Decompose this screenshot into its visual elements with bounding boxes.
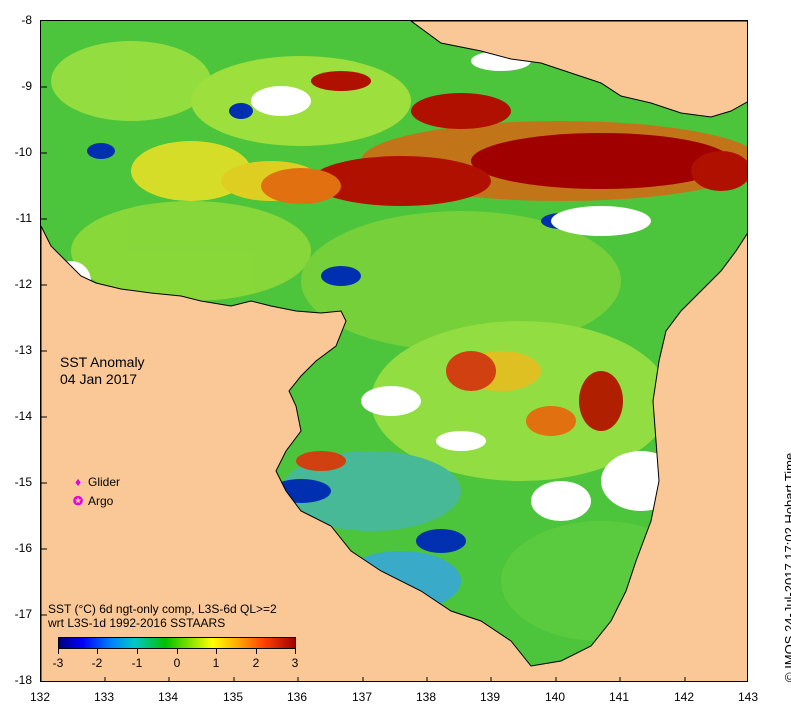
y-tick-label: -9 bbox=[21, 79, 32, 93]
x-tick-label: 136 bbox=[286, 690, 308, 704]
colorbar-tick-mark bbox=[216, 649, 217, 654]
y-tick-label: -15 bbox=[14, 475, 32, 489]
x-tick-label: 137 bbox=[351, 690, 373, 704]
x-tick-label: 139 bbox=[479, 690, 501, 704]
x-tick-label: 142 bbox=[673, 690, 695, 704]
x-tick-label: 133 bbox=[93, 690, 115, 704]
colorbar-caption-line2: wrt L3S-1d 1992-2016 SSTAARS bbox=[48, 616, 226, 630]
circle-star-icon: ✪ bbox=[72, 494, 84, 508]
y-tick-label: -17 bbox=[14, 607, 32, 621]
colorbar-tick-label: 2 bbox=[252, 656, 260, 670]
colorbar-tick-mark bbox=[295, 649, 296, 654]
colorbar-tick-label: -3 bbox=[52, 656, 64, 670]
land-cape-york bbox=[41, 225, 747, 681]
colorbar-tick-mark bbox=[137, 649, 138, 654]
colorbar-caption-line1: SST (°C) 6d ngt-only comp, L3S-6d QL>=2 bbox=[48, 602, 277, 616]
colorbar-tick-mark bbox=[256, 649, 257, 654]
colorbar-tick-label: 1 bbox=[212, 656, 220, 670]
x-tick-label: 140 bbox=[544, 690, 566, 704]
legend-argo: ✪ Argo bbox=[72, 494, 113, 508]
diamond-icon: ♦ bbox=[74, 475, 82, 489]
grid-ticks bbox=[41, 86, 686, 681]
y-tick-label: -13 bbox=[14, 343, 32, 357]
colorbar-tick-label: 3 bbox=[291, 656, 299, 670]
x-tick-label: 143 bbox=[737, 690, 759, 704]
map-title: SST Anomaly 04 Jan 2017 bbox=[60, 354, 145, 388]
legend-argo-label: Argo bbox=[88, 494, 114, 508]
sst-anomaly-map bbox=[41, 21, 747, 681]
x-tick-label: 134 bbox=[157, 690, 179, 704]
map-frame bbox=[40, 20, 748, 682]
warm-anomaly-band bbox=[261, 71, 747, 471]
colorbar-tick-label: -2 bbox=[91, 656, 103, 670]
imos-credit: © IMOS 24-Jul-2017 17:02 Hobart Time bbox=[782, 452, 791, 682]
colorbar bbox=[58, 637, 296, 649]
legend-glider: ♦ Glider bbox=[72, 475, 120, 489]
y-tick-label: -12 bbox=[14, 277, 32, 291]
y-tick-label: -14 bbox=[14, 409, 32, 423]
colorbar-caption: SST (°C) 6d ngt-only comp, L3S-6d QL>=2 … bbox=[48, 602, 277, 630]
map-title-line1: SST Anomaly bbox=[60, 354, 145, 370]
y-tick-label: -11 bbox=[15, 211, 32, 225]
colorbar-tick-mark bbox=[97, 649, 98, 654]
x-tick-label: 132 bbox=[29, 690, 51, 704]
colorbar-tick-mark bbox=[177, 649, 178, 654]
colorbar-tick-label: 0 bbox=[173, 656, 181, 670]
x-tick-label: 135 bbox=[222, 690, 244, 704]
y-tick-label: -10 bbox=[14, 145, 32, 159]
map-date: 04 Jan 2017 bbox=[60, 371, 138, 387]
y-tick-label: -18 bbox=[14, 673, 32, 687]
y-tick-label: -16 bbox=[14, 541, 32, 555]
colorbar-tick-label: -1 bbox=[131, 656, 143, 670]
y-tick-label: -8 bbox=[21, 13, 32, 27]
land-top-right bbox=[410, 21, 747, 118]
colorbar-tick-mark bbox=[58, 649, 59, 654]
legend-glider-label: Glider bbox=[88, 475, 121, 489]
x-tick-label: 141 bbox=[608, 690, 630, 704]
x-tick-label: 138 bbox=[415, 690, 437, 704]
